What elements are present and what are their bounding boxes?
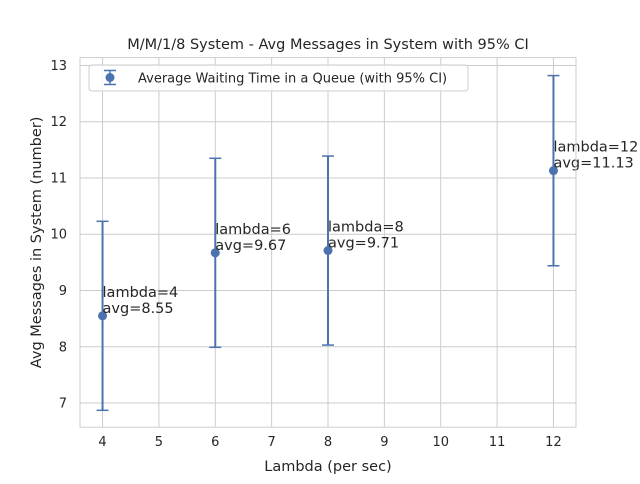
y-tick-label: 10 — [50, 228, 67, 243]
x-tick-label: 9 — [380, 435, 388, 450]
y-tick-label: 7 — [59, 397, 67, 412]
y-tick-label: 8 — [59, 340, 67, 355]
data-point — [323, 246, 333, 256]
x-tick-label: 11 — [489, 435, 506, 450]
x-tick-label: 5 — [155, 435, 163, 450]
data-points — [98, 166, 558, 321]
legend: Average Waiting Time in a Queue (with 95… — [88, 64, 469, 92]
annotation-avg: avg=8.55 — [103, 301, 174, 317]
x-tick-label: 8 — [324, 435, 332, 450]
annotation-lambda: lambda=8 — [328, 220, 404, 236]
plot-frame — [79, 57, 577, 428]
x-tick-label: 6 — [211, 435, 219, 450]
data-point — [98, 311, 108, 321]
x-axis-label: Lambda (per sec) — [264, 459, 391, 475]
x-tick-label: 4 — [98, 435, 106, 450]
legend-box — [88, 64, 469, 92]
chart-title: M/M/1/8 System - Avg Messages in System … — [127, 37, 529, 53]
x-tick-label: 10 — [432, 435, 449, 450]
annotation-lambda: lambda=6 — [215, 222, 291, 238]
annotation-lambda: lambda=12 — [553, 140, 638, 156]
legend-marker — [104, 69, 116, 86]
x-tick-label: 7 — [267, 435, 275, 450]
x-tick-labels: 4 5 6 7 8 9 10 11 12 — [98, 435, 561, 450]
y-tick-label: 12 — [50, 115, 67, 130]
legend-point — [105, 73, 115, 82]
annotation-avg: avg=11.13 — [553, 156, 633, 172]
x-tick-label: 12 — [545, 435, 562, 450]
legend-label: Average Waiting Time in a Queue (with 95… — [138, 72, 447, 87]
annotation-avg: avg=9.67 — [215, 238, 286, 254]
y-tick-labels: 7 8 9 10 11 12 13 — [50, 59, 67, 412]
y-tick-label: 11 — [50, 171, 67, 186]
annotation-avg: avg=9.71 — [328, 236, 399, 252]
annotation-lambda: lambda=4 — [103, 285, 179, 301]
data-point — [548, 166, 558, 176]
y-tick-label: 9 — [59, 284, 67, 299]
y-tick-label: 13 — [50, 59, 67, 74]
y-axis-label: Avg Messages in System (number) — [29, 117, 45, 369]
data-point — [210, 248, 220, 258]
